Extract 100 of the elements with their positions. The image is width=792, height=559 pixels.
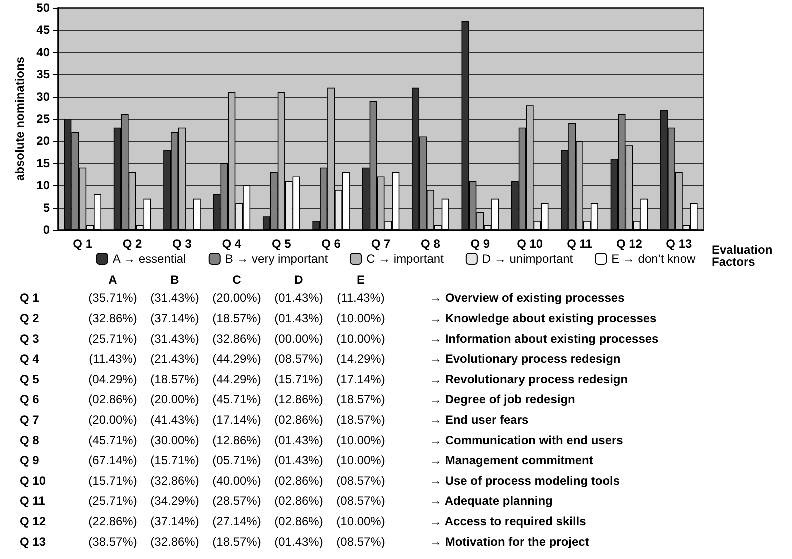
data-label: (00.00%) xyxy=(274,332,324,346)
data-label: (04.29%) xyxy=(88,372,138,386)
data-label: (30.00%) xyxy=(150,433,200,448)
x-tick-label: Q 12 xyxy=(616,237,643,251)
data-label: (25.71%) xyxy=(88,332,138,346)
y-tick-label: Q 12 xyxy=(20,514,46,529)
x-tick-label: Q 10 xyxy=(517,237,544,251)
y-tick-label: Q 9 xyxy=(20,454,40,468)
y-tick-label: Q 8 xyxy=(20,433,40,448)
data-label: (22.86%) xyxy=(88,514,138,529)
data-label: (32.86%) xyxy=(150,474,200,488)
y-tick-label: 30 xyxy=(36,90,50,104)
y2-tick-label: → Adequate planning xyxy=(430,494,553,508)
data-label: (15.71%) xyxy=(88,474,138,488)
x-tick-label: Q 1 xyxy=(73,237,93,251)
y-tick-label: Q 13 xyxy=(20,534,46,549)
y-tick-label: 5 xyxy=(43,200,50,215)
x-tick-label: A xyxy=(108,273,118,287)
data-label: (44.29%) xyxy=(212,352,262,366)
x-tick-label: Q 9 xyxy=(470,237,490,251)
y-tick-label: Q 4 xyxy=(20,352,40,366)
data-label: (37.14%) xyxy=(150,514,200,529)
data-label: (15.71%) xyxy=(150,454,200,468)
data-label: (20.00%) xyxy=(212,291,262,306)
x-tick-label: Q 11 xyxy=(567,237,593,251)
data-label: (17.14%) xyxy=(212,413,262,427)
y-tick-label: Q 1 xyxy=(20,291,40,306)
y-tick-label: Q 5 xyxy=(20,372,40,386)
data-label: (18.57%) xyxy=(212,311,262,326)
data-label: (02.86%) xyxy=(274,413,324,427)
data-label: (18.57%) xyxy=(336,413,386,427)
data-label: (28.57%) xyxy=(212,494,262,508)
y-tick-label: 35 xyxy=(36,68,50,82)
data-label: (44.29%) xyxy=(212,372,262,386)
y-tick-label: Q 11 xyxy=(20,494,46,508)
x-tick-label: Q 4 xyxy=(222,237,242,251)
x-tick-label: C xyxy=(232,273,242,287)
y2-tick-label: → End user fears xyxy=(430,413,530,427)
data-label: (18.57%) xyxy=(336,392,386,407)
data-label: (02.86%) xyxy=(88,392,138,407)
data-label: (25.71%) xyxy=(88,494,138,508)
x-tick-label: E xyxy=(356,273,366,287)
data-label: (08.57%) xyxy=(336,474,386,488)
data-label: (27.14%) xyxy=(212,514,262,529)
y-tick-label: 50 xyxy=(36,1,50,15)
y2-tick-label: → Revolutionary process redesign xyxy=(430,372,628,386)
data-label: (35.71%) xyxy=(88,291,138,306)
data-label: (11.43%) xyxy=(89,352,137,366)
data-label: (18.57%) xyxy=(212,534,262,549)
data-label: (37.14%) xyxy=(150,311,200,326)
data-label: (10.00%) xyxy=(336,332,386,346)
data-label: (02.86%) xyxy=(274,514,324,529)
data-label: (11.43%) xyxy=(337,291,385,306)
y-axis-title: absolute nominations xyxy=(12,56,27,182)
data-label: (01.43%) xyxy=(274,454,324,468)
legend-label: B → very important xyxy=(225,252,329,266)
y-tick-label: Q 10 xyxy=(20,474,46,488)
x-tick-label: Q 6 xyxy=(322,237,342,251)
y-tick-label: Q 3 xyxy=(20,332,40,346)
legend-label: D → unimportant xyxy=(482,252,574,266)
data-label: (32.86%) xyxy=(212,332,262,346)
data-label: (01.43%) xyxy=(274,291,324,306)
data-label: (10.00%) xyxy=(336,433,386,448)
data-label: (01.43%) xyxy=(274,433,324,448)
y2-tick-label: → Communication with end users xyxy=(430,433,624,448)
x-tick-label: Q 13 xyxy=(666,237,692,251)
x-tick-label: B xyxy=(170,273,180,287)
y-tick-label: 40 xyxy=(36,45,50,60)
data-label: (14.29%) xyxy=(336,352,386,366)
y-tick-label: Q 7 xyxy=(20,413,40,427)
data-label: (40.00%) xyxy=(212,474,262,488)
y-tick-label: 25 xyxy=(36,112,50,126)
data-label: (67.14%) xyxy=(88,454,138,468)
data-label: (08.57%) xyxy=(336,534,386,549)
y2-tick-label: → Management commitment xyxy=(430,454,594,468)
data-label: (01.43%) xyxy=(274,534,324,549)
data-label: (21.43%) xyxy=(150,352,200,366)
x-tick-label: Q 7 xyxy=(371,237,391,251)
legend-label: C → important xyxy=(366,252,445,266)
data-label: (02.86%) xyxy=(274,494,324,508)
x-tick-label: Q 3 xyxy=(172,237,192,251)
y2-tick-label: → Access to required skills xyxy=(430,514,587,529)
x-axis-title: Evaluation Factors xyxy=(712,243,773,269)
data-label: (17.14%) xyxy=(336,372,386,386)
data-label: (10.00%) xyxy=(336,514,386,529)
data-label: (31.43%) xyxy=(150,291,200,306)
y2-tick-label: → Evolutionary process redesign xyxy=(430,352,621,366)
y2-tick-label: → Knowledge about existing processes xyxy=(430,311,658,326)
data-label: (45.71%) xyxy=(212,392,262,407)
data-label: (10.00%) xyxy=(336,454,386,468)
data-label: (31.43%) xyxy=(150,332,200,346)
data-label: (12.86%) xyxy=(212,433,262,448)
x-tick-label: Q 8 xyxy=(421,237,441,251)
data-label: (02.86%) xyxy=(274,474,324,488)
legend-label: E → don’t know xyxy=(612,252,696,266)
data-label: (32.86%) xyxy=(150,534,200,549)
y-tick-label: 20 xyxy=(36,134,50,148)
y-tick-label: Q 6 xyxy=(20,392,40,407)
data-label: (20.00%) xyxy=(150,392,200,407)
data-label: (34.29%) xyxy=(150,494,200,508)
